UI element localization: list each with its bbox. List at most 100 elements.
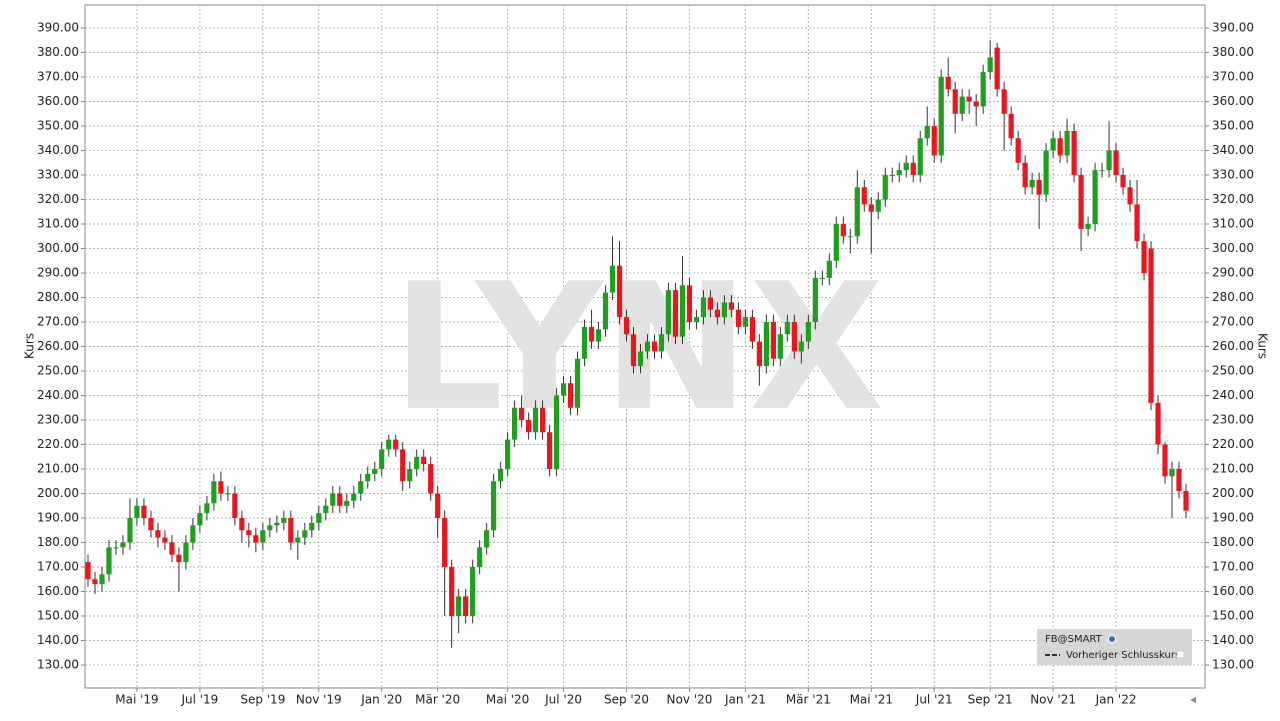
- candle-body: [756, 341, 762, 367]
- candle-body: [477, 547, 483, 567]
- candle-body: [106, 547, 112, 575]
- candle-body: [1141, 241, 1147, 274]
- candle-body: [1050, 138, 1056, 151]
- y-tick-label: 360.00: [37, 94, 79, 108]
- candle-body: [1148, 248, 1154, 403]
- y-tick-label: 280.00: [37, 290, 79, 304]
- candle-body: [854, 187, 860, 237]
- candle-body: [616, 265, 623, 318]
- x-tick-label: Jul '20: [544, 693, 582, 707]
- candle-body: [1001, 89, 1007, 114]
- legend-label: FB@SMART: [1045, 634, 1103, 645]
- y-tick-label-right: 130.00: [1212, 657, 1254, 671]
- candle-body: [819, 277, 825, 279]
- candle-body: [707, 297, 714, 310]
- candle-body: [393, 439, 399, 450]
- y-tick-label-right: 180.00: [1212, 535, 1254, 549]
- y-tick-label-right: 370.00: [1212, 70, 1254, 84]
- candle-body: [260, 530, 266, 543]
- candle-body: [281, 517, 287, 523]
- y-tick-label: 380.00: [37, 45, 79, 59]
- candle-body: [1071, 130, 1077, 176]
- candle-body: [512, 407, 518, 440]
- x-tick-label: Nov '20: [667, 693, 713, 707]
- candle-body: [141, 505, 147, 518]
- candle-body: [1162, 444, 1168, 477]
- candle-body: [1099, 170, 1105, 172]
- candle-body: [672, 290, 679, 337]
- candle-body: [414, 456, 420, 469]
- candle-body: [1176, 468, 1182, 492]
- candle-body: [770, 322, 776, 359]
- y-tick-label: 160.00: [37, 584, 79, 598]
- y-axis-label-right: Kurs: [1256, 333, 1270, 359]
- candle-body: [581, 326, 588, 359]
- watermark: LYNX: [392, 247, 884, 450]
- scroll-arrow[interactable]: [1190, 697, 1196, 703]
- candle-body: [407, 468, 413, 482]
- x-tick-label: Sep '19: [240, 693, 285, 707]
- candle-body: [840, 224, 846, 237]
- candle-body: [1022, 162, 1028, 188]
- candle-body: [910, 162, 916, 176]
- y-tick-label-right: 300.00: [1212, 241, 1254, 255]
- x-tick-label: Sep '20: [604, 693, 649, 707]
- candle-body: [358, 481, 364, 494]
- legend-checkbox[interactable]: [1176, 650, 1185, 659]
- candle-body: [344, 500, 350, 506]
- x-tick-label: Mai '19: [115, 693, 158, 707]
- candle-body: [665, 290, 672, 335]
- y-tick-label: 220.00: [37, 437, 79, 451]
- candle-body: [330, 493, 336, 506]
- y-tick-label-right: 290.00: [1212, 266, 1254, 280]
- candle-body: [1113, 150, 1119, 176]
- candle-body: [442, 517, 448, 567]
- y-tick-label-right: 390.00: [1212, 21, 1254, 35]
- candle-body: [155, 530, 161, 538]
- candle-body: [686, 285, 693, 323]
- candle-body: [560, 383, 567, 396]
- candle-body: [539, 407, 546, 433]
- candle-body: [658, 334, 665, 352]
- y-tick-label-right: 230.00: [1212, 412, 1254, 426]
- candle-body: [595, 329, 602, 342]
- candle-body: [1064, 130, 1070, 156]
- candle-body: [861, 187, 867, 205]
- candle-body: [288, 517, 294, 543]
- candle-body: [994, 47, 1000, 90]
- y-tick-label-right: 350.00: [1212, 119, 1254, 133]
- y-tick-label: 170.00: [37, 559, 79, 573]
- candle-body: [966, 96, 972, 102]
- candle-body: [602, 292, 609, 330]
- x-tick-label: Jul '19: [180, 693, 218, 707]
- legend: FB@SMART Vorheriger Schlusskurs: [1037, 629, 1192, 665]
- candle-body: [92, 579, 98, 585]
- candle-body: [337, 493, 343, 506]
- candle-body: [833, 224, 839, 261]
- y-axis-label: Kurs: [23, 333, 37, 359]
- candle-body: [1057, 138, 1063, 156]
- candle-body: [847, 236, 853, 238]
- y-tick-label-right: 140.00: [1212, 633, 1254, 647]
- candle-body: [777, 334, 783, 359]
- y-tick-label: 180.00: [37, 535, 79, 549]
- candle-body: [302, 530, 308, 538]
- candle-body: [400, 449, 406, 482]
- candle-body: [323, 505, 329, 514]
- candle-body: [742, 317, 749, 327]
- candle-body: [197, 513, 203, 526]
- candle-body: [791, 322, 797, 352]
- candle-body: [763, 322, 769, 367]
- y-tick-label-right: 160.00: [1212, 584, 1254, 598]
- y-tick-label: 130.00: [37, 657, 79, 671]
- y-tick-label: 190.00: [37, 510, 79, 524]
- candle-body: [274, 522, 280, 526]
- candle-body: [113, 547, 119, 549]
- candle-body: [1183, 491, 1189, 511]
- y-tick-label: 140.00: [37, 633, 79, 647]
- y-tick-label-right: 360.00: [1212, 94, 1254, 108]
- candle-body: [924, 126, 930, 139]
- candle-body: [637, 351, 644, 367]
- candle-body: [85, 562, 91, 580]
